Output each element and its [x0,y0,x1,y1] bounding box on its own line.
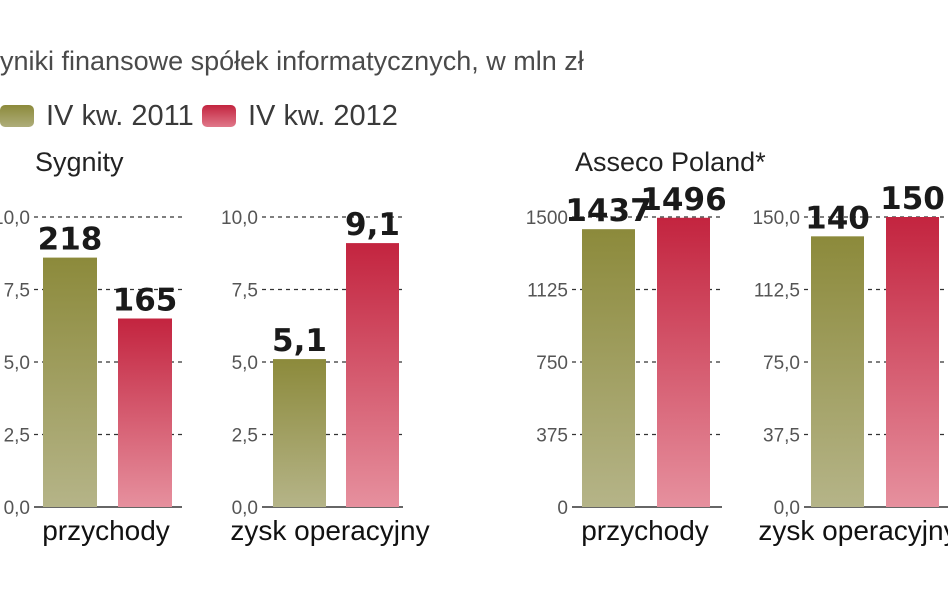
y-tick-label: 5,0 [4,353,30,374]
bar-2012 [657,217,710,508]
data-label-2012: 165 [113,283,178,319]
bar-2012 [118,318,172,507]
legend-label-2012: IV kw. 2012 [248,99,398,132]
y-tick-label: 0,0 [4,498,30,519]
y-tick-label: 37,5 [763,426,800,447]
y-tick-label: 150,0 [752,208,800,229]
bar-2011 [582,229,635,507]
y-tick-label: 1125 [527,281,568,302]
y-tick-label: 750 [536,353,568,374]
y-tick-label: 0,0 [774,498,800,519]
legend-label-2011: IV kw. 2011 [46,99,194,132]
bar-2011 [811,236,864,508]
y-tick-label: 2,5 [232,426,258,447]
legend-item-2012: IV kw. 2012 [202,98,398,134]
chart-title: yniki finansowe spółek informatycznych, … [0,46,584,76]
x-category-label: przychody [581,515,709,546]
data-label-2012: 150 [880,181,945,217]
y-tick-label: 5,0 [232,353,258,374]
data-label-2012: 9,1 [345,207,400,243]
data-label-2011: 1437 [565,193,651,229]
data-label-2011: 5,1 [272,323,327,359]
y-tick-label: 1500 [526,208,568,229]
y-tick-label: 375 [536,426,568,447]
x-category-label: zysk operacyjny [758,515,948,546]
company-label-asseco: Asseco Poland* [575,147,766,177]
legend-item-2011: IV kw. 2011 [0,98,194,134]
bar-2012 [886,217,939,507]
company-label-sygnity: Sygnity [35,147,124,177]
x-category-label: przychody [42,515,170,546]
data-label-2011: 218 [38,222,103,258]
bar-2012 [346,243,399,507]
legend-swatch-2012 [202,105,236,127]
x-category-label: zysk operacyjny [230,515,429,546]
y-tick-label: 75,0 [763,353,800,374]
y-tick-label: 2,5 [4,426,30,447]
y-tick-label: 7,5 [232,281,258,302]
y-tick-label: 10,0 [221,208,258,229]
y-tick-label: 112,5 [754,281,800,302]
bar-2011 [43,257,97,507]
bar-2011 [273,359,326,507]
legend-swatch-2011 [0,105,34,127]
y-tick-label: 0,0 [232,498,258,519]
y-tick-label: 0 [557,498,568,519]
data-label-2012: 1496 [640,182,726,218]
data-label-2011: 140 [805,200,870,236]
y-tick-label: 10,0 [0,208,30,229]
y-tick-label: 7,5 [4,281,30,302]
